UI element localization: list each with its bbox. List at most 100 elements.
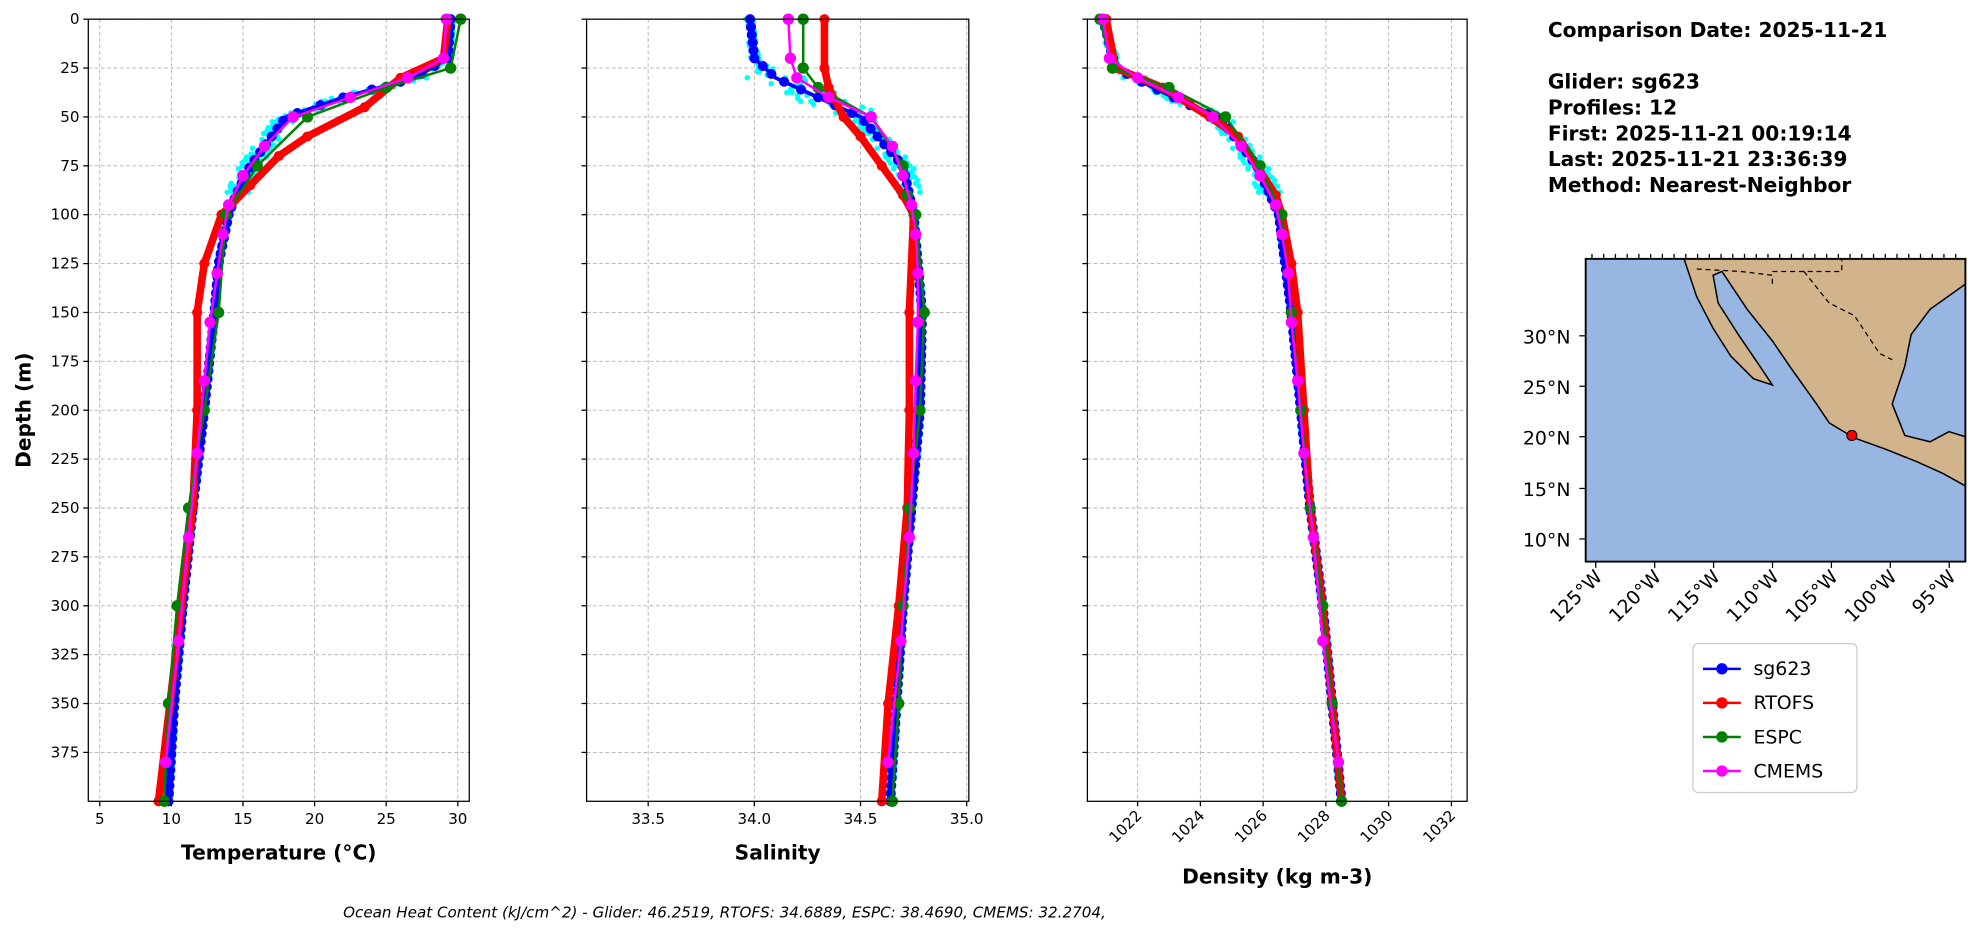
lon-tick-label: 100°W — [1840, 566, 1901, 627]
point-CMEMS — [910, 228, 922, 240]
point-CMEMS — [907, 447, 920, 459]
point-CMEMS — [1291, 375, 1304, 387]
y-tick-label: 200 — [51, 401, 80, 419]
point-CMEMS — [912, 316, 924, 328]
raw-profile-point — [874, 145, 880, 151]
point-RTOFS — [359, 102, 370, 113]
point-CMEMS — [237, 169, 249, 182]
y-tick-label: 175 — [51, 352, 80, 370]
point-sg623 — [813, 92, 824, 103]
svg-text:sg623: sg623 — [1753, 658, 1811, 680]
point-CMEMS — [895, 635, 907, 647]
x-tick-label: 5 — [95, 810, 105, 828]
point-CMEMS — [287, 111, 299, 123]
point-CMEMS — [822, 91, 835, 104]
point-CMEMS — [182, 531, 195, 544]
svg-text:RTOFS: RTOFS — [1753, 692, 1814, 714]
point-sg623 — [163, 788, 175, 799]
point-ESPC — [251, 160, 263, 172]
point-RTOFS — [838, 111, 849, 122]
point-CMEMS — [344, 91, 357, 104]
lat-tick-label: 25°N — [1523, 377, 1571, 399]
point-CMEMS — [882, 756, 894, 768]
point-RTOFS — [883, 698, 894, 709]
point-CMEMS — [159, 756, 172, 768]
y-tick-label: 275 — [51, 548, 80, 566]
x-axis-label: Salinity — [735, 840, 821, 864]
raw-profile-point — [224, 189, 230, 195]
raw-profile-point — [784, 89, 790, 96]
x-tick-label: 1026 — [1231, 807, 1271, 847]
x-axis-label: Density (kg m-3) — [1182, 864, 1372, 888]
raw-profile-point — [1274, 183, 1281, 190]
point-CMEMS — [1317, 635, 1329, 647]
info-line: Glider: sg623 — [1548, 70, 1700, 94]
lon-tick-label: 95°W — [1908, 566, 1961, 619]
raw-profile-point — [797, 98, 804, 105]
point-CMEMS — [204, 316, 216, 328]
point-sg623 — [166, 741, 177, 752]
point-CMEMS — [1235, 140, 1247, 152]
x-tick-label: 1028 — [1294, 807, 1334, 847]
point-CMEMS — [222, 199, 235, 211]
legend-item-ESPC: ESPC — [1702, 726, 1802, 748]
point-CMEMS — [912, 267, 924, 280]
point-CMEMS — [1207, 111, 1219, 123]
y-tick-label: 75 — [60, 157, 79, 175]
raw-profile-point — [768, 80, 775, 87]
x-axis-label: Temperature (°C) — [181, 840, 376, 864]
point-CMEMS — [1276, 228, 1288, 240]
series-line-CMEMS — [1101, 18, 1340, 763]
y-tick-label: 375 — [51, 743, 80, 761]
point-sg623 — [164, 772, 175, 783]
point-CMEMS — [1254, 169, 1266, 182]
point-CMEMS — [1270, 199, 1282, 211]
point-CMEMS — [258, 140, 271, 152]
y-tick-label: 125 — [51, 255, 80, 273]
lat-tick-label: 15°N — [1523, 479, 1571, 501]
lon-tick-label: 105°W — [1782, 566, 1843, 627]
panel-2: 33.5 34.0 34.5 35.0 Salinity — [581, 13, 984, 864]
raw-profile-point — [1255, 189, 1262, 195]
borders — [1696, 258, 1893, 361]
point-ESPC — [1219, 111, 1232, 123]
y-tick-label: 325 — [51, 646, 80, 664]
x-tick-label: 1024 — [1168, 807, 1208, 847]
raw-profile-point — [890, 165, 897, 172]
point-CMEMS — [437, 52, 450, 64]
point-CMEMS — [1298, 447, 1310, 459]
raw-profile-point — [249, 145, 256, 151]
point-CMEMS — [172, 635, 185, 647]
info-line: First: 2025-11-21 00:19:14 — [1548, 121, 1852, 145]
x-tick-label: 1022 — [1106, 807, 1146, 847]
legend: sg623 RTOFS ESPC CMEMS — [1692, 642, 1858, 794]
y-tick-label: 25 — [60, 59, 79, 77]
point-CMEMS — [903, 531, 916, 544]
point-RTOFS — [302, 131, 313, 142]
point-RTOFS — [819, 63, 830, 74]
point-RTOFS — [904, 307, 915, 318]
raw-profile-point — [235, 165, 242, 172]
point-sg623 — [745, 21, 756, 33]
y-axis-label: Depth (m) — [11, 353, 35, 468]
x-tick-label: 1030 — [1357, 807, 1397, 847]
point-ESPC — [903, 502, 916, 514]
lat-tick-label: 30°N — [1523, 326, 1571, 348]
lon-tick-label: 125°W — [1546, 566, 1607, 627]
point-CMEMS — [1307, 531, 1320, 544]
point-RTOFS — [1286, 258, 1297, 269]
info-line: Method: Nearest-Neighbor — [1548, 173, 1852, 197]
y-tick-label: 50 — [60, 108, 79, 126]
info-line: Comparison Date: 2025-11-21 — [1548, 18, 1888, 42]
point-ESPC — [914, 404, 926, 416]
raw-profile-point — [744, 75, 751, 81]
point-CMEMS — [1285, 316, 1298, 328]
point-ESPC — [212, 306, 225, 319]
point-CMEMS — [905, 199, 918, 211]
raw-profile-point — [239, 163, 246, 169]
point-ESPC — [797, 62, 809, 74]
point-CMEMS — [1332, 756, 1345, 768]
point-sg623 — [865, 123, 876, 134]
y-tick-label: 350 — [51, 695, 80, 713]
